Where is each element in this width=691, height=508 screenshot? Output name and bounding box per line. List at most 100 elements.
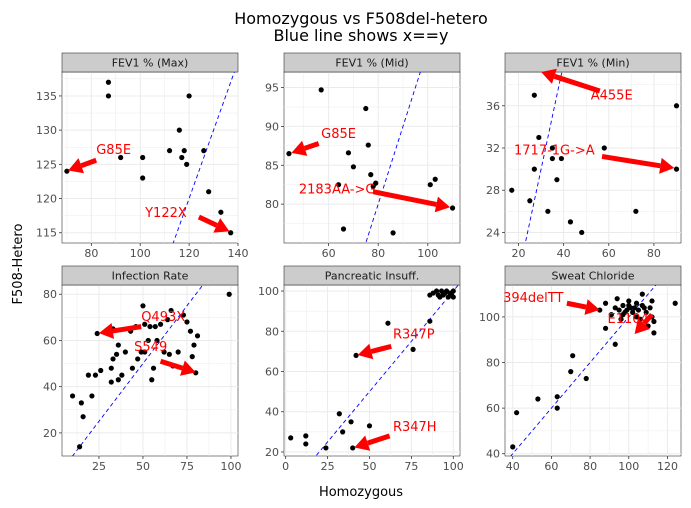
data-point [186,93,192,99]
y-tick-label: 40 [43,381,57,394]
x-tick-label: 50 [362,460,376,473]
data-point [514,410,520,416]
data-point [348,419,354,425]
facet-strip [504,265,682,286]
annotation-arrow-shaft [601,153,661,169]
annotation-label: 2183AA->G [299,182,376,197]
annotation-arrow-shaft [642,312,654,326]
data-point [323,445,329,451]
facet-strip [283,265,461,286]
y-tick-label: 80 [43,288,57,301]
x-tick-label: 20 [512,247,526,260]
y-axis-title: F508-Hetero [11,224,26,305]
facet-strip-label: Infection Rate [112,270,189,283]
x-tick-label: 60 [322,247,336,260]
facet-panel-sweat-chloride: 40 60 80 100 120 40 60 80 100 Sweat Chloride 394de… [479,265,682,473]
data-point [166,148,173,154]
y-tick-label: 130 [36,124,57,137]
x-tick-label: 40 [506,460,520,473]
annotation-label: Q493X [141,310,185,325]
x-tick-label: 40 [557,247,571,260]
data-point [191,342,197,348]
annotation-arrow-shaft [80,157,98,169]
data-point [510,444,516,450]
data-point [618,316,624,322]
data-point [353,352,359,359]
y-tick-label: 80 [265,198,279,211]
data-point [140,303,146,309]
data-point [568,369,574,375]
data-point [89,393,95,399]
data-point [368,172,374,178]
identity-line [365,72,421,243]
facet-strip-label: Pancreatic Insuff. [325,270,420,283]
data-point [449,205,456,211]
x-tick-label: 100 [417,247,438,260]
data-point [92,372,99,378]
data-point [119,372,125,378]
x-tick-label: 120 [657,460,678,473]
y-tick-label: 100 [479,311,500,324]
data-point [85,372,91,378]
data-point [187,328,194,334]
data-point [115,377,121,383]
data-point [303,441,309,447]
data-point [635,307,642,313]
data-point [579,229,585,236]
data-point [427,318,433,324]
data-point [165,317,171,323]
data-point [651,318,657,325]
annotation-label: Y122X [144,206,187,221]
y-tick-label: 80 [265,325,279,338]
data-point [624,307,630,313]
facet-panel-infection-rate: 25 50 75 100 20 40 60 80 Infection Rate Q493X S549 [43,265,241,473]
data-point [288,435,294,441]
data-point [98,367,104,374]
data-point [115,342,121,348]
identity-line [524,72,563,243]
facet-strip-label: FEV1 % (Max) [112,57,189,70]
y-tick-label: 115 [36,227,57,240]
data-point [184,319,190,325]
data-point [113,351,120,357]
x-tick-label: 140 [228,247,249,260]
data-point [175,349,181,355]
y-tick-label: 125 [36,158,57,171]
identity-line [172,72,235,243]
annotation-arrow-head [213,218,230,233]
data-point [535,396,541,402]
chart-title: Homozygous vs F508del-hetero [234,9,488,28]
y-tick-label: 28 [486,184,500,197]
data-point [672,300,678,306]
data-point [628,305,634,311]
panel-background [283,71,461,244]
data-point [450,294,456,300]
y-tick-label: 36 [486,100,500,113]
data-point [303,433,309,439]
data-point [318,87,324,93]
data-point [201,148,207,154]
data-point [69,393,76,399]
data-point [602,325,609,331]
x-tick-label: 100 [130,247,151,260]
data-point [350,164,357,170]
y-tick-label: 60 [486,402,500,415]
data-point [583,375,589,382]
y-tick-label: 32 [486,142,500,155]
data-point [218,209,224,215]
annotation-arrow-head [659,157,675,174]
data-point [142,349,148,355]
data-point [64,168,70,174]
data-point [110,356,116,362]
facet-strip-label: Sweat Chloride [551,270,634,283]
data-point [531,92,537,98]
data-point [366,423,373,429]
data-point [554,394,560,400]
annotation-label: 1717-1G->A [514,143,595,158]
facet-panel-pancreatic-insuff: 0 25 50 75 100 20 40 60 80 100 Pancreatic Insuff. R… [258,265,464,473]
data-point [602,300,609,306]
annotation-arrow-shaft [553,73,601,94]
data-point [651,330,657,336]
y-tick-label: 40 [265,406,279,419]
facet-panel-fev1-min: 20 40 60 80 24 28 32 36 FEV1 % (Min) A455E 1717-1G… [486,52,682,260]
